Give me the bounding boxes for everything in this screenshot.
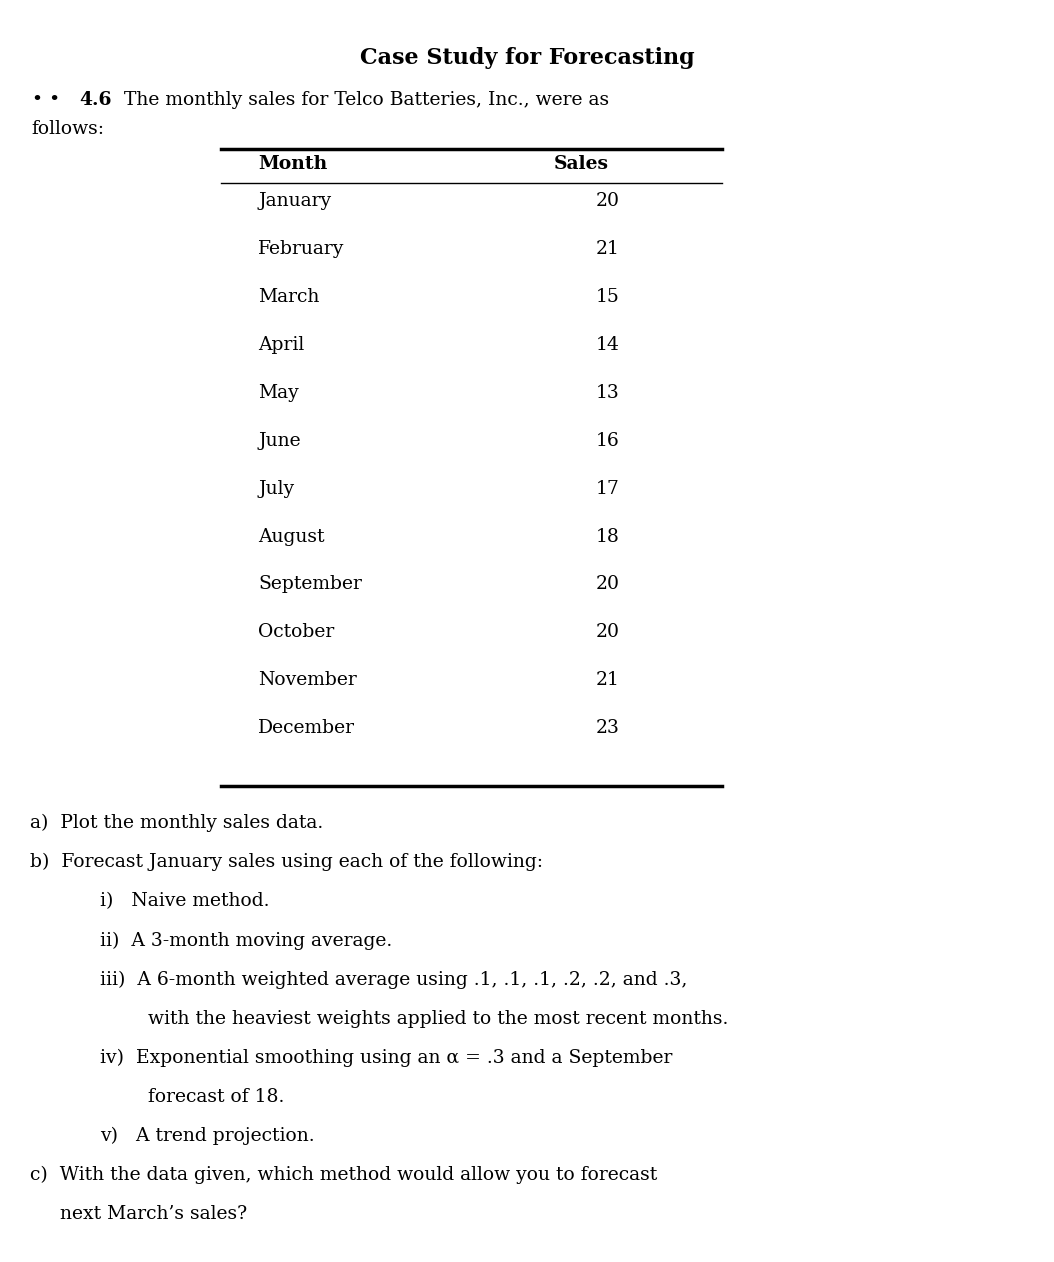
Text: ii)  A 3-month moving average.: ii) A 3-month moving average. <box>100 931 392 949</box>
Text: Month: Month <box>258 155 328 173</box>
Text: October: October <box>258 623 334 641</box>
Text: June: June <box>258 432 300 449</box>
Text: 18: 18 <box>596 528 620 545</box>
Text: November: November <box>258 671 357 689</box>
Text: September: September <box>258 575 363 593</box>
Text: 14: 14 <box>596 336 620 353</box>
Text: 20: 20 <box>596 192 620 209</box>
Text: iii)  A 6-month weighted average using .1, .1, .1, .2, .2, and .3,: iii) A 6-month weighted average using .1… <box>100 970 687 988</box>
Text: 21: 21 <box>596 240 620 257</box>
Text: v)   A trend projection.: v) A trend projection. <box>100 1127 315 1145</box>
Text: January: January <box>258 192 331 209</box>
Text: The monthly sales for Telco Batteries, Inc., were as: The monthly sales for Telco Batteries, I… <box>124 91 609 109</box>
Text: March: March <box>258 288 319 305</box>
Text: with the heaviest weights applied to the most recent months.: with the heaviest weights applied to the… <box>100 1010 728 1027</box>
Text: c)  With the data given, which method would allow you to forecast: c) With the data given, which method wou… <box>30 1166 657 1184</box>
Text: 20: 20 <box>596 623 620 641</box>
Text: follows:: follows: <box>32 120 104 138</box>
Text: 23: 23 <box>596 719 620 737</box>
Text: • •: • • <box>32 91 60 109</box>
Text: next March’s sales?: next March’s sales? <box>30 1205 247 1223</box>
Text: Sales: Sales <box>553 155 608 173</box>
Text: 4.6: 4.6 <box>79 91 112 109</box>
Text: December: December <box>258 719 355 737</box>
Text: 16: 16 <box>596 432 620 449</box>
Text: July: July <box>258 480 294 497</box>
Text: 15: 15 <box>596 288 620 305</box>
Text: i)   Naive method.: i) Naive method. <box>100 892 270 910</box>
Text: forecast of 18.: forecast of 18. <box>100 1088 285 1106</box>
Text: February: February <box>258 240 345 257</box>
Text: May: May <box>258 384 299 401</box>
Text: a)  Plot the monthly sales data.: a) Plot the monthly sales data. <box>30 814 323 832</box>
Text: 20: 20 <box>596 575 620 593</box>
Text: 13: 13 <box>596 384 620 401</box>
Text: Case Study for Forecasting: Case Study for Forecasting <box>359 47 695 68</box>
Text: b)  Forecast January sales using each of the following:: b) Forecast January sales using each of … <box>30 853 543 871</box>
Text: iv)  Exponential smoothing using an α = .3 and a September: iv) Exponential smoothing using an α = .… <box>100 1049 672 1066</box>
Text: August: August <box>258 528 325 545</box>
Text: April: April <box>258 336 305 353</box>
Text: 17: 17 <box>596 480 620 497</box>
Text: 21: 21 <box>596 671 620 689</box>
